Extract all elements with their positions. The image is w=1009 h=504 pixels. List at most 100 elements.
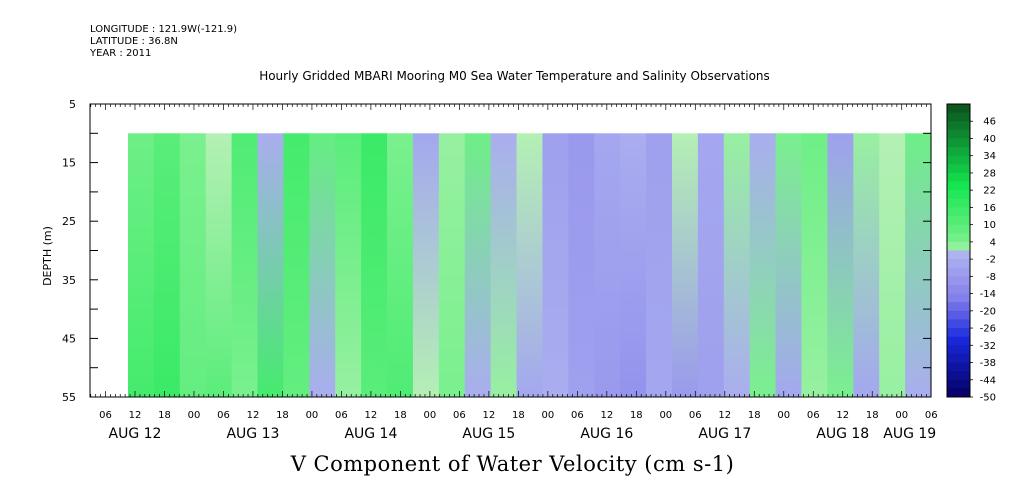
colorbar-band: [947, 164, 970, 174]
longitude-text: LONGITUDE : 121.9W(-121.9): [90, 24, 237, 35]
x-hour-label: 18: [158, 410, 171, 421]
heatmap-field: [128, 133, 932, 398]
colorbar-band: [947, 250, 970, 260]
heatmap-column: [905, 133, 932, 398]
heatmap-column: [853, 133, 880, 398]
x-day-label: AUG 16: [580, 426, 633, 442]
heatmap-column: [723, 133, 751, 398]
colorbar-band: [947, 172, 970, 182]
x-day-label: AUG 19: [883, 426, 936, 442]
x-day-label: AUG 18: [816, 426, 869, 442]
colorbar-band: [947, 379, 970, 389]
heatmap-column: [231, 133, 259, 398]
colorbar-label: 10: [983, 220, 996, 231]
y-axis-label: DEPTH (m): [41, 226, 54, 286]
x-hour-label: 12: [836, 410, 849, 421]
heatmap-column: [697, 133, 725, 398]
colorbar-band: [947, 319, 970, 329]
y-tick-label: 35: [62, 274, 76, 287]
colorbar-band: [947, 155, 970, 165]
x-day-label: AUG 13: [226, 426, 279, 442]
heatmap-column: [801, 133, 828, 398]
heatmap-column: [309, 133, 336, 398]
colorbar-label: -20: [980, 306, 996, 317]
x-day-label: AUG 12: [109, 426, 162, 442]
x-hour-label: 06: [217, 410, 230, 421]
colorbar-band: [947, 388, 970, 398]
x-axis: 06 12 18 00 06 12 18 00 06 12 18 00 06 12 18 00 06 12 18 00…: [90, 104, 938, 442]
heatmap-column: [568, 133, 595, 398]
x-day-label: AUG 17: [698, 426, 751, 442]
heatmap-column: [827, 133, 854, 398]
colorbar-band: [947, 104, 970, 114]
y-tick-label: 55: [62, 391, 76, 404]
heatmap-column: [542, 133, 569, 398]
colorbar-band: [947, 371, 970, 381]
heatmap-column: [490, 133, 518, 398]
x-hour-label: 00: [541, 410, 554, 421]
colorbar-label: -2: [986, 255, 996, 266]
heatmap-column: [671, 133, 699, 398]
x-day-label: AUG 14: [344, 426, 397, 442]
x-hour-label: 12: [483, 410, 496, 421]
colorbar-label: -14: [980, 289, 996, 300]
x-hour-label: 00: [188, 410, 201, 421]
colorbar-band: [947, 336, 970, 346]
colorbar-band: [947, 345, 970, 355]
heatmap-column: [205, 133, 233, 398]
colorbar-band: [947, 181, 970, 191]
colorbar-frame: [946, 103, 971, 398]
heatmap-column: [128, 133, 155, 398]
x-hour-label: 00: [777, 410, 790, 421]
heatmap-column: [153, 133, 181, 398]
latitude-text: LATITUDE : 36.8N: [90, 36, 178, 47]
colorbar-band: [947, 284, 970, 294]
heatmap-column: [412, 133, 440, 398]
x-hour-label: 18: [394, 410, 407, 421]
x-hour-label: 06: [99, 410, 112, 421]
x-hour-label: 00: [306, 410, 319, 421]
x-hour-label: 12: [365, 410, 378, 421]
y-axis: 5 15 25 35 45 55: [62, 98, 931, 404]
x-hour-label: 06: [807, 410, 820, 421]
colorbar-band: [947, 112, 970, 122]
colorbar-label: -38: [980, 358, 996, 369]
colorbar-band: [947, 216, 970, 226]
x-hour-label: 06: [689, 410, 702, 421]
x-hour-label: 18: [630, 410, 643, 421]
x-hour-label: 00: [895, 410, 908, 421]
colorbar-label: 28: [983, 168, 996, 179]
x-hour-label: 18: [748, 410, 761, 421]
colorbar-band: [947, 241, 970, 251]
colorbar-label: -50: [980, 393, 996, 404]
colorbar-band: [947, 362, 970, 372]
year-text: YEAR : 2011: [90, 48, 152, 59]
x-hour-label: 12: [718, 410, 731, 421]
y-tick-label: 25: [62, 215, 76, 228]
heatmap-column: [438, 133, 466, 398]
heatmap-column: [387, 133, 414, 398]
x-hour-label: 18: [866, 410, 879, 421]
heatmap-column: [257, 133, 285, 398]
x-hour-label: 06: [453, 410, 466, 421]
colorbar-label: 34: [983, 151, 996, 162]
colorbar-label: 46: [983, 117, 996, 128]
colorbar-band: [947, 328, 970, 338]
colorbar-label: -32: [980, 341, 996, 352]
heatmap-column: [749, 133, 777, 398]
colorbar-band: [947, 259, 970, 269]
colorbar-band: [947, 129, 970, 139]
colorbar-band: [947, 233, 970, 243]
y-tick-label: 45: [62, 332, 76, 345]
colorbar-band: [947, 302, 970, 312]
variable-label: V Component of Water Velocity (cm s-1): [290, 452, 735, 476]
heatmap-column: [335, 133, 362, 398]
x-hour-label: 12: [600, 410, 613, 421]
y-tick-label: 15: [62, 157, 76, 170]
colorbar-label: 40: [983, 134, 996, 145]
colorbar-label: 4: [990, 237, 996, 248]
colorbar-label: -26: [980, 324, 996, 335]
colorbar-band: [947, 198, 970, 208]
x-hour-label: 06: [571, 410, 584, 421]
x-hour-label: 00: [659, 410, 672, 421]
